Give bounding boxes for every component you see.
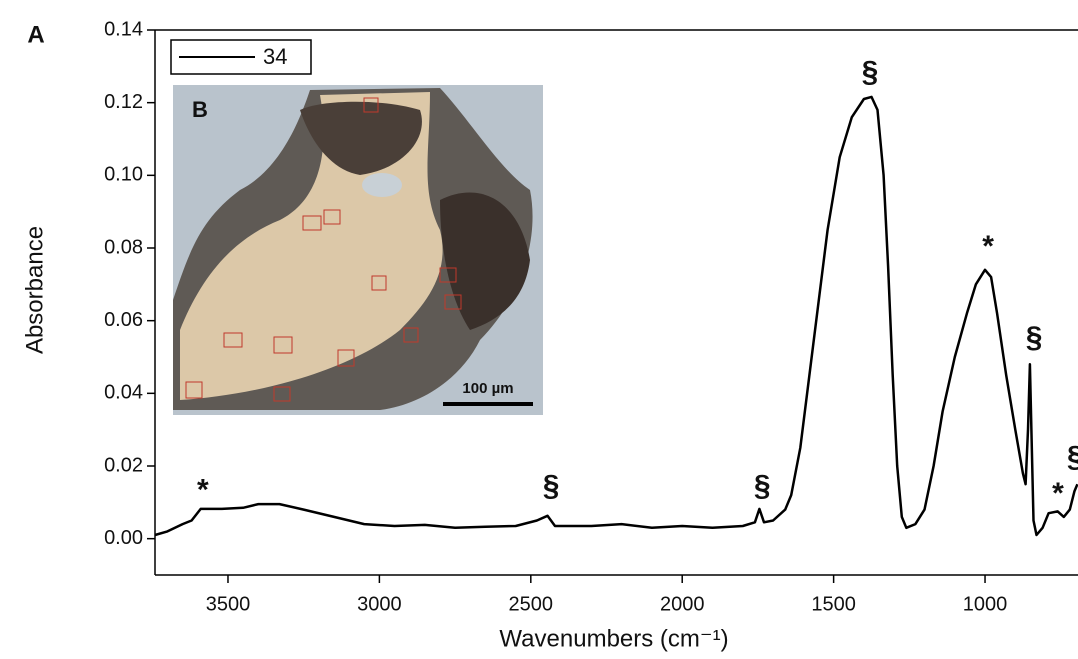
x-tick-label: 2000 — [660, 593, 705, 615]
y-tick-label: 0.12 — [104, 91, 143, 113]
inset-label: B — [192, 97, 208, 122]
y-tick-label: 0.08 — [104, 236, 143, 258]
y-tick-label: 0.10 — [104, 164, 143, 186]
scale-bar-label: 100 µm — [462, 380, 513, 397]
y-tick-label: 0.04 — [104, 382, 143, 404]
spectrum-line — [154, 95, 1078, 537]
peak-annotation: § — [754, 470, 771, 503]
x-tick-label: 2500 — [509, 593, 554, 615]
inset-photo: B 100 µm — [173, 85, 543, 415]
y-tick-label: 0.06 — [104, 309, 143, 331]
peak-annotation: § — [543, 470, 560, 503]
peak-annotation: * — [197, 473, 209, 506]
x-axis-title: Wavenumbers (cm⁻¹) — [499, 625, 728, 652]
y-tick-label: 0.02 — [104, 454, 143, 476]
x-tick-label: 3000 — [357, 593, 402, 615]
peak-annotation: § — [1026, 321, 1043, 354]
peak-annotation: * — [1052, 477, 1064, 510]
peak-annotation: * — [982, 230, 994, 263]
peak-annotation: § — [862, 56, 879, 89]
y-tick-label: 0.00 — [104, 527, 143, 549]
legend-label: 34 — [263, 44, 287, 69]
panel-label: A — [27, 21, 44, 48]
x-tick-label: 1000 — [963, 593, 1008, 615]
peak-annotation: § — [1067, 441, 1078, 474]
x-tick-label: 1500 — [811, 593, 856, 615]
x-tick-label: 3500 — [206, 593, 251, 615]
y-tick-label: 0.14 — [104, 18, 143, 40]
y-axis-title: Absorbance — [21, 226, 48, 354]
